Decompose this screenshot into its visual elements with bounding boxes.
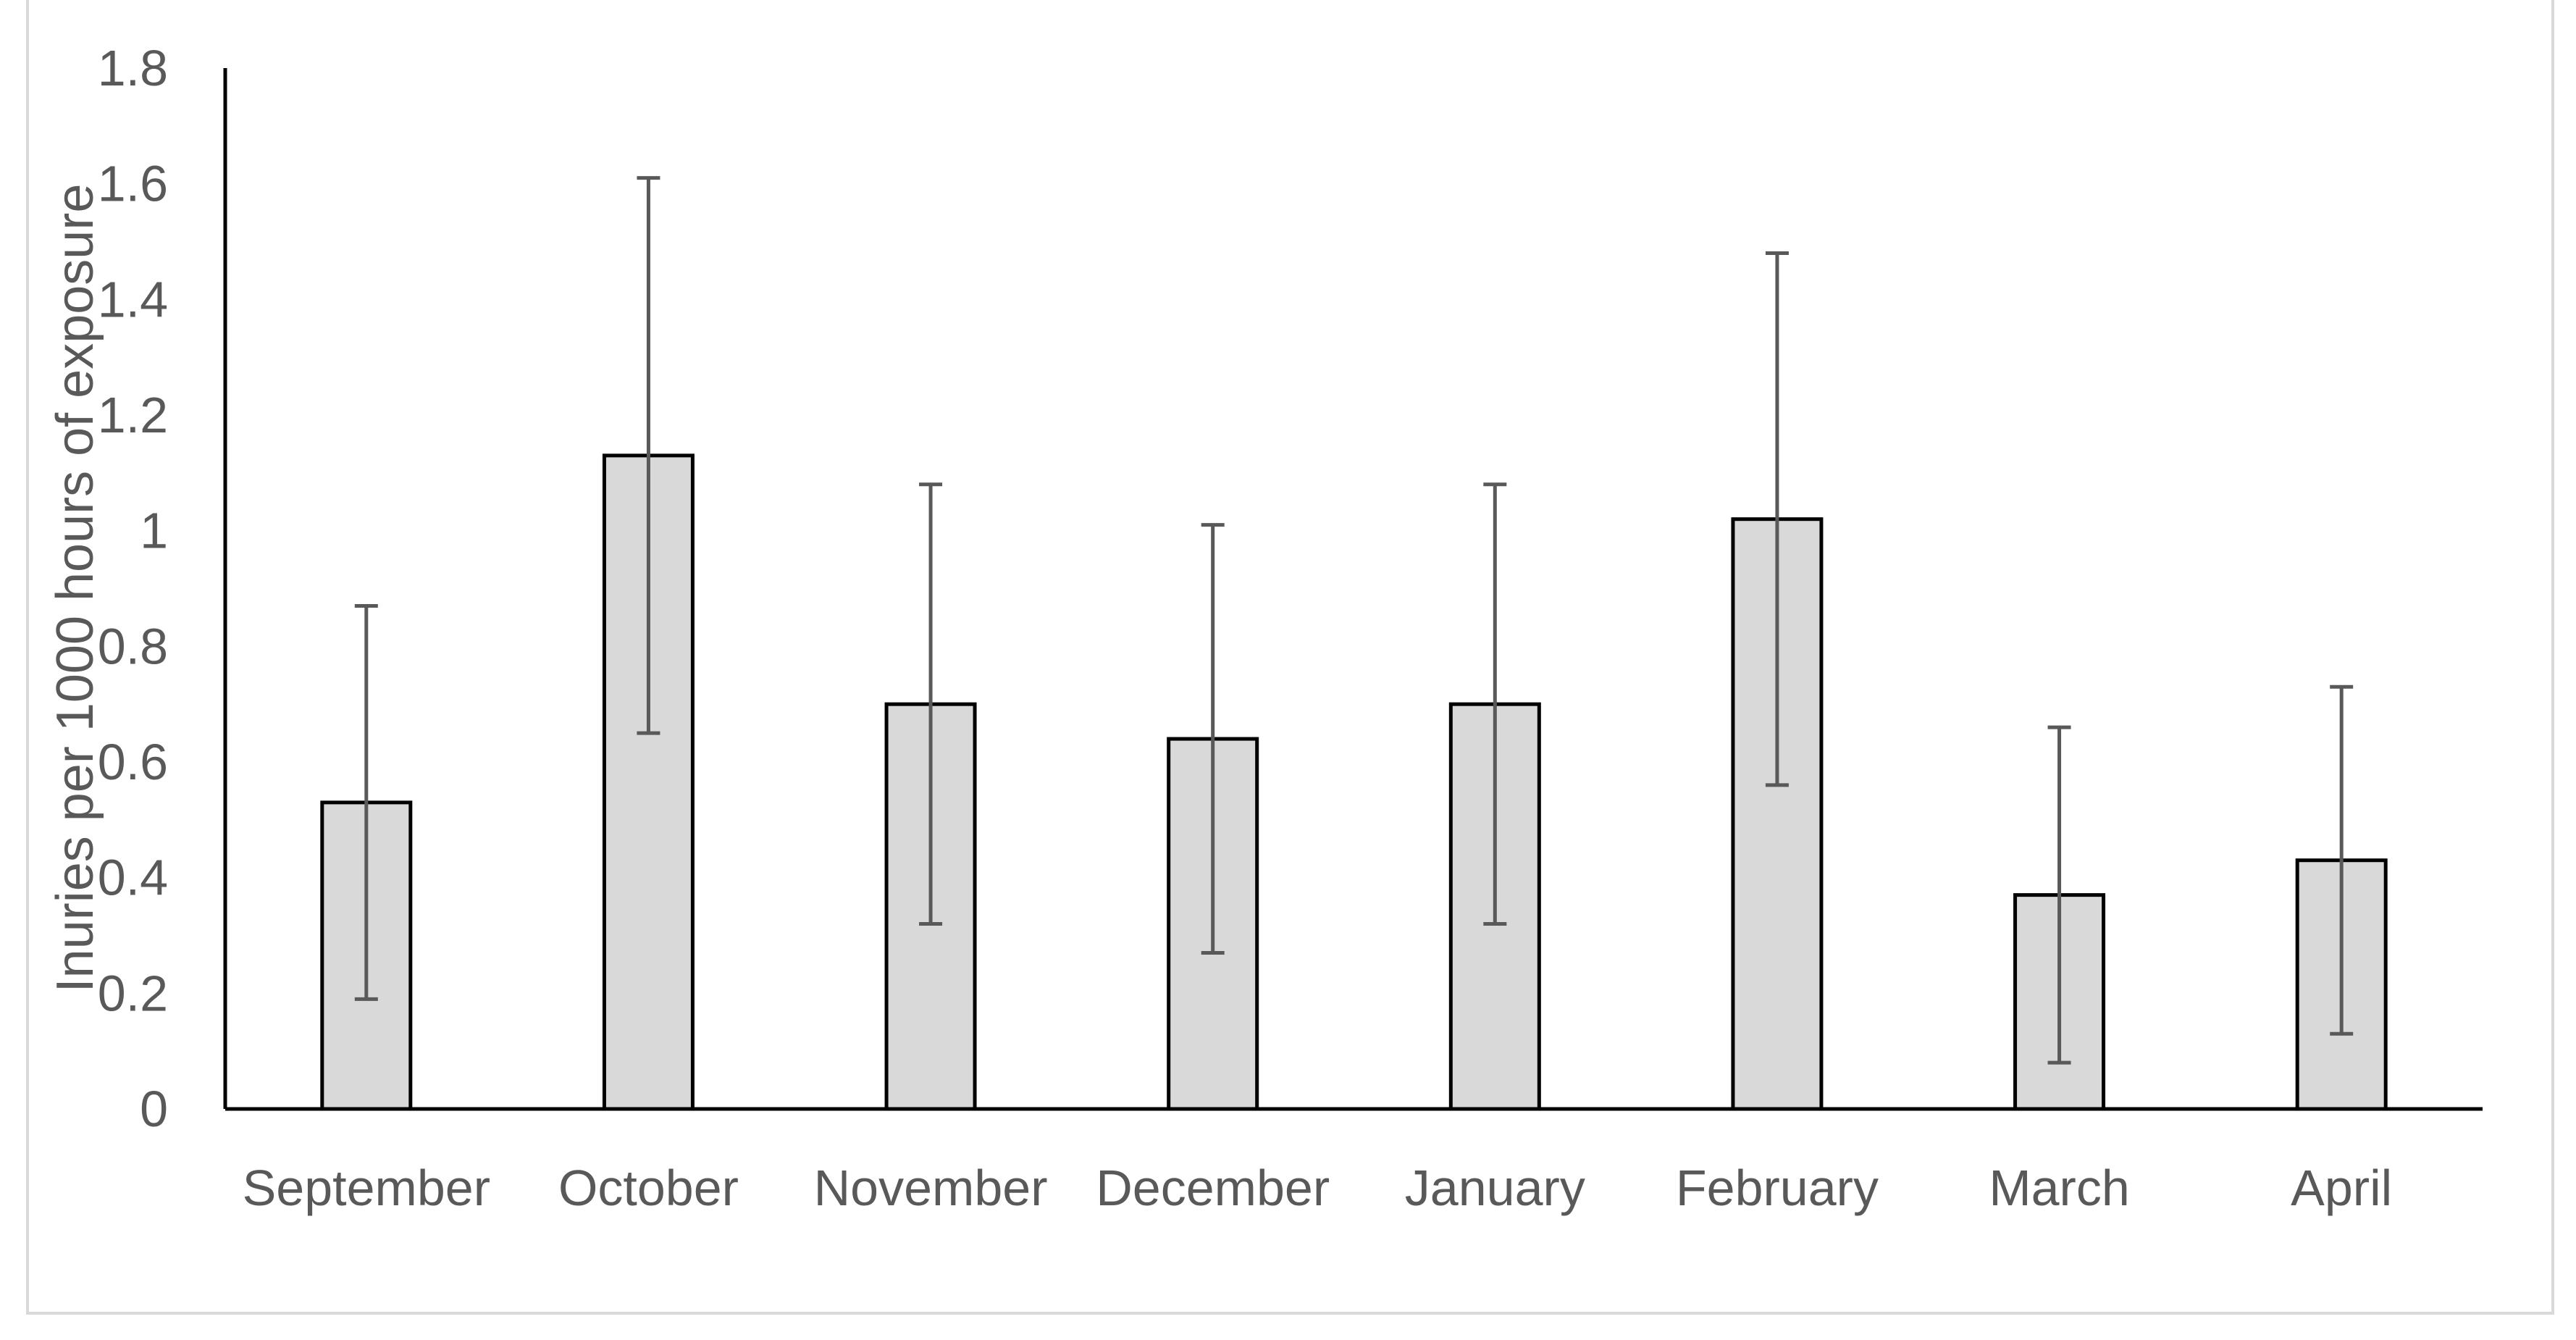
error-bar-february [1765, 251, 1789, 787]
y-tick-label: 1.6 [98, 156, 168, 212]
error-bars-layer [354, 176, 2354, 1065]
y-tick-label: 0.2 [98, 965, 168, 1021]
y-tick-label: 1.2 [98, 387, 168, 443]
y-tick-label: 1.8 [98, 40, 168, 96]
error-bar-january [1483, 482, 1507, 926]
x-tick-label: February [1676, 1160, 1879, 1216]
bars-layer [320, 453, 2388, 1111]
error-bar-november [919, 482, 943, 926]
y-tick-label: 1.4 [98, 271, 168, 327]
x-tick-label: November [814, 1160, 1048, 1216]
y-tick-label: 0 [140, 1081, 168, 1137]
y-tick-labels: 0 0.2 0.4 0.6 0.8 1 1.2 1.4 1.6 1.8 [98, 40, 168, 1137]
error-bar-march [2047, 725, 2071, 1065]
y-tick-label: 0.8 [98, 618, 168, 674]
error-bar-april [2330, 684, 2354, 1036]
x-tick-label: September [243, 1160, 490, 1216]
y-tick-label: 1 [140, 503, 168, 559]
x-tick-label: April [2291, 1160, 2392, 1216]
x-tick-label: December [1096, 1160, 1330, 1216]
error-bar-october [637, 176, 660, 735]
x-tick-label: March [1989, 1160, 2129, 1216]
x-tick-label: October [558, 1160, 739, 1216]
y-tick-label: 0.4 [98, 850, 168, 906]
y-tick-label: 0.6 [98, 734, 168, 790]
x-tick-labels: September October November December January F… [243, 1160, 2393, 1216]
error-bar-december [1201, 523, 1225, 955]
y-axis-title: Inuries per 1000 hours of exposure [46, 184, 104, 993]
x-tick-label: January [1405, 1160, 1585, 1216]
chart-frame [26, 0, 2554, 1315]
error-bar-september [354, 603, 378, 1001]
